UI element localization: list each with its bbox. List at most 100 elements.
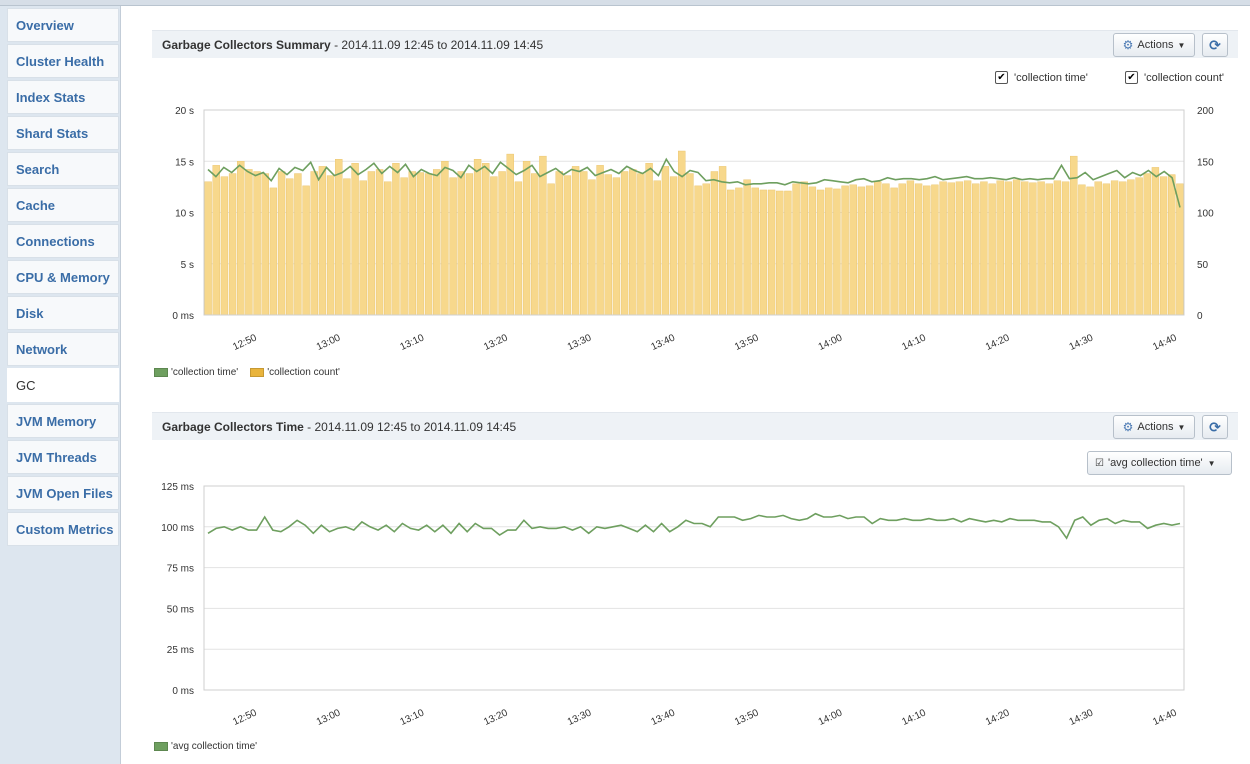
y-right-tick-label: 50	[1197, 260, 1209, 271]
y-tick-label: 0 ms	[172, 686, 194, 697]
checkbox-checked-icon[interactable]: ✔	[1125, 71, 1138, 84]
y-tick-label: 50 ms	[167, 604, 194, 615]
x-tick-label: 14:00	[817, 332, 845, 353]
y-left-tick-label: 5 s	[181, 260, 194, 271]
bar-collection-count	[490, 176, 498, 316]
x-tick-label: 14:30	[1068, 707, 1096, 728]
sidebar-item-connections[interactable]: Connections	[7, 224, 119, 258]
bar-collection-count	[1159, 176, 1168, 316]
sidebar-item-jvm-open-files[interactable]: JVM Open Files	[7, 476, 119, 510]
y-tick-label: 100 ms	[161, 523, 194, 534]
bar-collection-count	[384, 181, 392, 316]
summary-refresh-button[interactable]: ⟳	[1202, 33, 1228, 57]
bar-collection-count	[245, 169, 253, 316]
bar-collection-count	[326, 175, 335, 316]
summary-panel-title: Garbage Collectors Summary - 2014.11.09 …	[162, 38, 543, 52]
bar-collection-count	[1110, 180, 1119, 316]
line-collection-time	[207, 157, 1181, 208]
bar-collection-count	[776, 190, 784, 316]
bar-collection-count	[996, 180, 1004, 316]
sidebar-item-jvm-threads[interactable]: JVM Threads	[7, 440, 119, 474]
toggle-label: 'collection count'	[1144, 71, 1225, 84]
bar-collection-count	[931, 184, 939, 316]
bar-collection-count	[947, 182, 955, 316]
y-left-tick-label: 20 s	[175, 106, 194, 117]
bar-collection-count	[865, 185, 874, 316]
summary-actions-button[interactable]: ⚙ Actions ▼	[1113, 33, 1195, 57]
sidebar-item-cache[interactable]: Cache	[7, 188, 119, 222]
time-actions-button[interactable]: ⚙ Actions ▼	[1113, 415, 1195, 439]
bar-collection-count	[882, 183, 890, 316]
bar-collection-count	[767, 189, 776, 316]
bar-collection-count	[1045, 183, 1053, 316]
x-tick-label: 13:10	[399, 332, 427, 353]
y-tick-label: 25 ms	[167, 645, 194, 656]
bar-collection-count	[833, 188, 841, 316]
legend-label-avg-collection-time: 'avg collection time'	[171, 741, 258, 752]
bar-collection-count	[735, 187, 743, 316]
time-title: Garbage Collectors Time	[162, 420, 304, 434]
bar-collection-count	[220, 176, 229, 316]
bar-collection-count	[1053, 180, 1062, 316]
refresh-icon: ⟳	[1209, 36, 1221, 53]
y-left-tick-label: 15 s	[175, 157, 194, 168]
legend-swatch-collection-time	[154, 368, 168, 377]
sidebar-item-cpu-memory[interactable]: CPU & Memory	[7, 260, 119, 294]
bar-collection-count	[277, 171, 286, 316]
x-tick-label: 14:10	[900, 707, 928, 728]
bar-collection-count	[653, 180, 661, 316]
time-refresh-button[interactable]: ⟳	[1202, 415, 1228, 439]
sidebar-item-index-stats[interactable]: Index Stats	[7, 80, 119, 114]
bar-collection-count	[351, 163, 359, 316]
sidebar-item-shard-stats[interactable]: Shard Stats	[7, 116, 119, 150]
sidebar-item-overview[interactable]: Overview	[7, 8, 119, 42]
x-tick-label: 14:20	[984, 707, 1012, 728]
sidebar-item-cluster-health[interactable]: Cluster Health	[7, 44, 119, 78]
sidebar-item-jvm-memory[interactable]: JVM Memory	[7, 404, 119, 438]
bar-collection-count	[498, 171, 506, 316]
bar-collection-count	[408, 171, 416, 316]
toggle-label: 'collection time'	[1014, 71, 1088, 84]
time-range: - 2014.11.09 12:45 to 2014.11.09 14:45	[303, 420, 517, 434]
x-tick-label: 14:00	[817, 707, 845, 728]
toggle-collection-time[interactable]: ✔ 'collection time'	[995, 71, 1088, 84]
bar-collection-count	[302, 185, 310, 316]
gears-icon: ⚙	[1122, 420, 1134, 434]
bar-collection-count	[1012, 179, 1021, 316]
bar-collection-count	[620, 171, 629, 316]
bar-collection-count	[1176, 183, 1184, 316]
sidebar-item-search[interactable]: Search	[7, 152, 119, 186]
x-tick-label: 13:00	[315, 707, 343, 728]
summary-panel-header: Garbage Collectors Summary - 2014.11.09 …	[152, 30, 1238, 58]
bar-collection-count	[596, 165, 604, 316]
bar-collection-count	[457, 171, 465, 316]
bar-collection-count	[784, 190, 792, 316]
bar-collection-count	[759, 189, 768, 316]
bar-collection-count	[547, 183, 555, 316]
y-right-tick-label: 150	[1197, 157, 1214, 168]
gears-icon: ⚙	[1122, 38, 1134, 52]
time-legend: 'avg collection time'	[154, 741, 257, 752]
sidebar-item-disk[interactable]: Disk	[7, 296, 119, 330]
bar-collection-count	[1119, 181, 1127, 316]
bar-collection-count	[335, 159, 343, 316]
sidebar-item-gc[interactable]: GC	[7, 368, 119, 402]
bar-collection-count	[661, 166, 670, 316]
series-dropdown[interactable]: ☑ 'avg collection time' ▼	[1087, 451, 1232, 475]
x-tick-label: 12:50	[231, 707, 259, 728]
toggle-collection-count[interactable]: ✔ 'collection count'	[1125, 71, 1224, 84]
bar-collection-count	[669, 176, 678, 316]
x-tick-label: 13:00	[315, 332, 343, 353]
y-right-tick-label: 0	[1197, 311, 1203, 322]
x-tick-label: 13:40	[649, 332, 677, 353]
plot-border	[203, 485, 1185, 691]
bar-collection-count	[580, 171, 588, 316]
bar-collection-count	[914, 183, 923, 316]
x-tick-label: 14:10	[900, 332, 928, 353]
sidebar-item-network[interactable]: Network	[7, 332, 119, 366]
sidebar-item-custom-metrics[interactable]: Custom Metrics	[7, 512, 119, 546]
checkbox-checked-icon[interactable]: ✔	[995, 71, 1008, 84]
bar-collection-count	[367, 171, 376, 316]
bar-collection-count	[629, 169, 637, 316]
bar-collection-count	[286, 178, 294, 316]
